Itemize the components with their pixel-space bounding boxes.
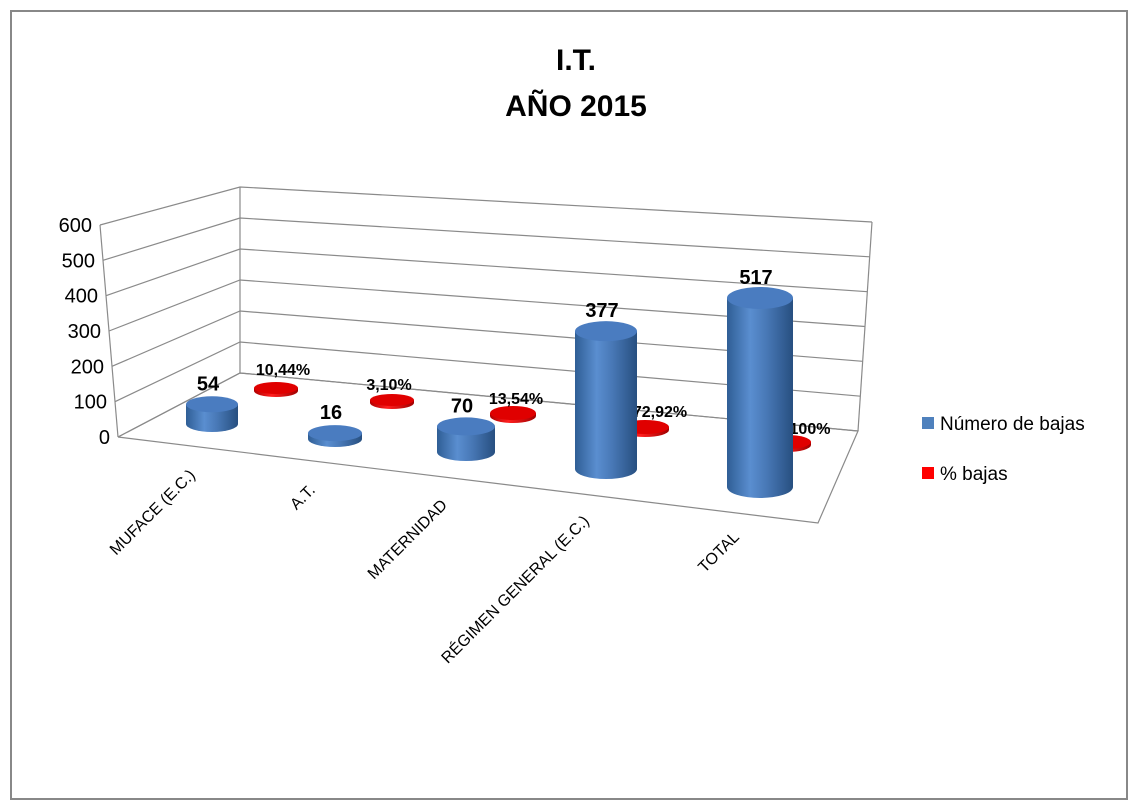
bar-numero-de-bajas: 377 [575,300,637,479]
bar-numero-de-bajas-body [575,331,637,479]
bar-numero-de-bajas-top [727,287,793,309]
bar-pct-bajas-top [254,382,298,394]
data-label-pct-bajas: 100% [790,421,831,438]
legend-label-numero-de-bajas: Número de bajas [940,414,1085,435]
legend: Número de bajas % bajas [922,414,1085,485]
x-category-label: TOTAL [695,529,743,577]
chart-walls [99,186,873,524]
bar-numero-de-bajas-body [437,426,495,461]
chart-title: I.T. AÑO 2015 [505,44,647,123]
gridline [99,186,873,226]
bar-numero-de-bajas-body [186,404,238,432]
bar-numero-de-bajas-top [186,396,238,413]
data-label-numero-de-bajas: 54 [197,373,220,395]
y-tick-label: 100 [74,392,107,414]
y-tick-label: 600 [59,215,92,237]
x-category-label: RÉGIMEN GENERAL (E.C.) [437,511,593,667]
y-tick-label: 300 [68,321,101,343]
y-tick-label: 500 [62,250,95,272]
bar-pct-bajas: 10,44% [254,362,310,397]
bar-pct-bajas-top [370,394,414,406]
y-tick-label: 200 [71,356,104,378]
bar-pct-bajas-top [490,406,536,420]
chart-title-line-1: I.T. [556,44,596,77]
legend-swatch-numero-de-bajas [922,417,934,429]
wall-edge-front-left [99,224,119,438]
data-label-numero-de-bajas: 16 [320,402,342,424]
legend-swatch-pct-bajas [922,467,934,479]
data-label-pct-bajas: 13,54% [489,391,543,408]
chart-marks: 10,44% 3,10% 13,54% 72,92% 100% 54 16 70 377 517 [186,267,830,498]
bar-numero-de-bajas-top [437,417,495,436]
data-label-pct-bajas: 10,44% [256,362,310,379]
bar-numero-de-bajas: 70 [437,395,495,461]
data-label-pct-bajas: 3,10% [366,377,411,394]
bar-numero-de-bajas: 517 [727,267,793,498]
x-category-label: A.T. [287,482,319,514]
gridline [102,217,870,261]
data-label-numero-de-bajas: 517 [739,267,772,289]
chart-title-line-2: AÑO 2015 [505,89,647,123]
y-axis-ticks: 0 100 200 300 400 500 600 [59,215,110,449]
y-tick-label: 0 [99,427,110,449]
data-label-numero-de-bajas: 70 [451,395,473,417]
bar-pct-bajas: 13,54% [489,391,543,423]
data-label-numero-de-bajas: 377 [585,300,618,322]
x-category-label: MATERNIDAD [365,497,451,583]
bar-numero-de-bajas-top [575,321,637,342]
data-label-pct-bajas: 72,92% [633,404,687,421]
bar-numero-de-bajas: 54 [186,373,238,432]
x-category-label: MUFACE (E.C.) [107,467,199,559]
bar-numero-de-bajas-body [727,298,793,498]
bar-pct-bajas: 3,10% [366,377,414,409]
y-tick-label: 400 [65,286,98,308]
bar-numero-de-bajas: 16 [308,402,362,447]
legend-label-pct-bajas: % bajas [940,464,1008,485]
wall-edge-back-right [857,221,873,432]
bar-numero-de-bajas-top [308,425,362,442]
